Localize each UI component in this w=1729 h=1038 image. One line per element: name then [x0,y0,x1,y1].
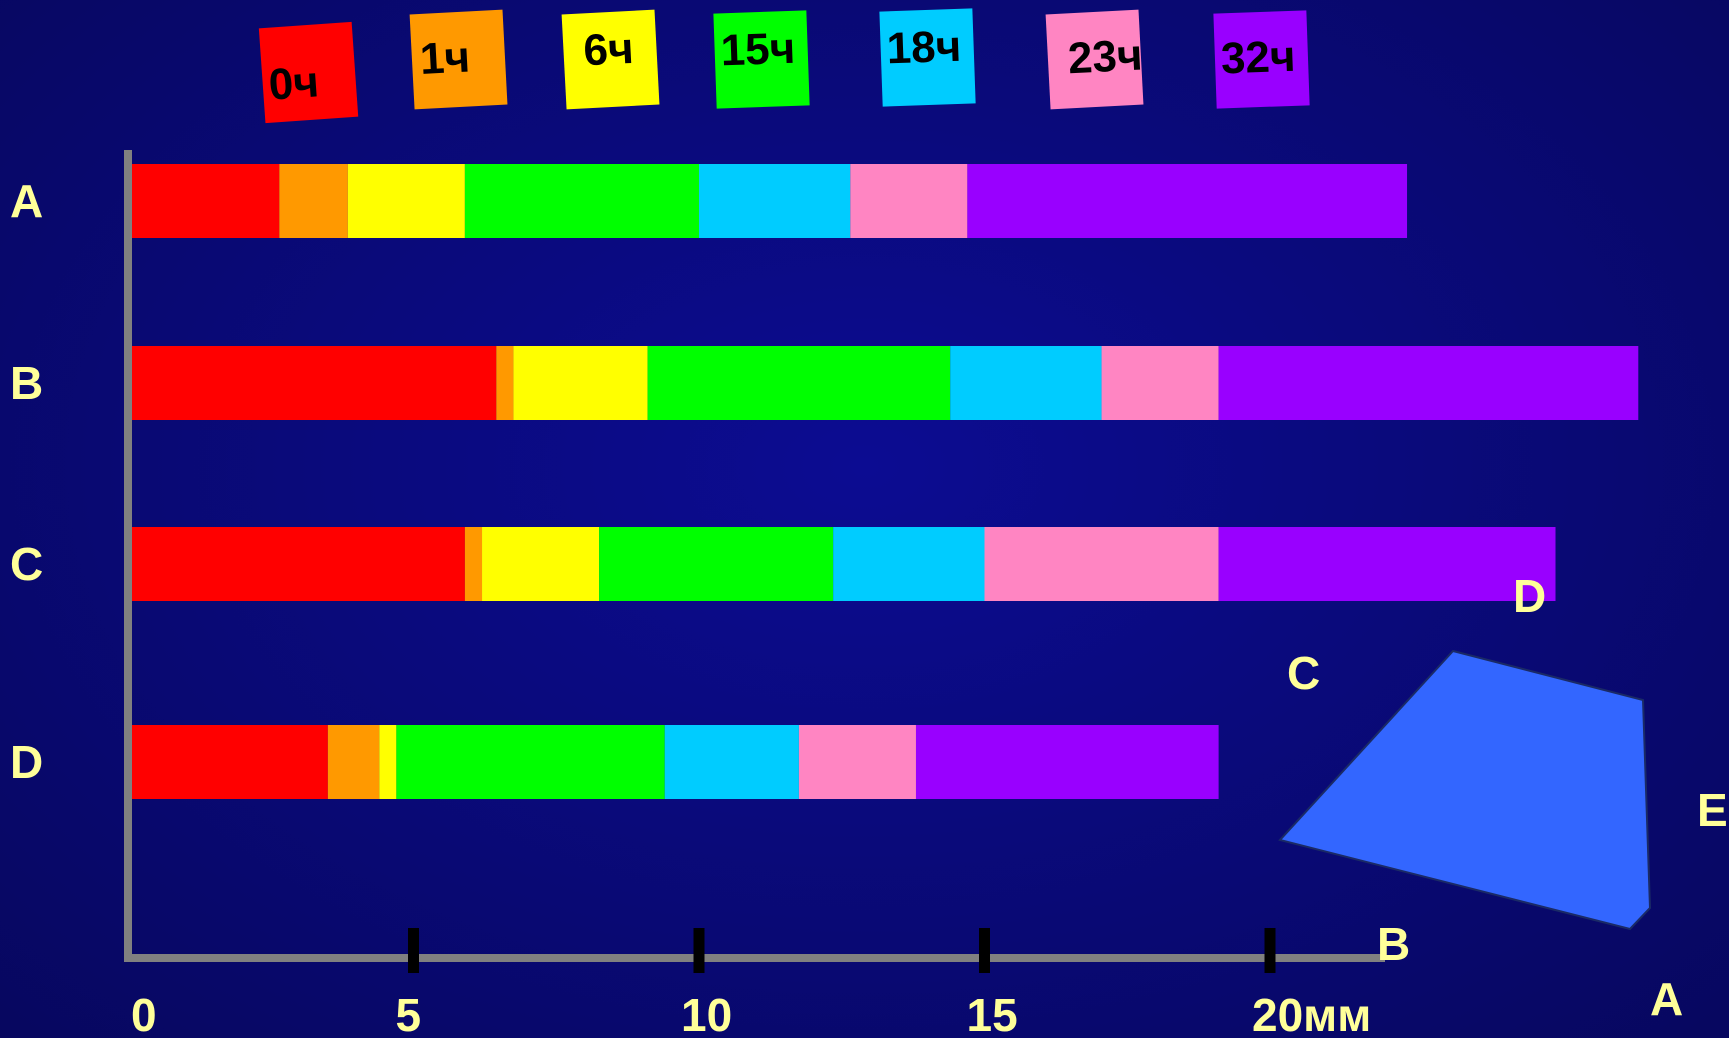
bar-segment-A-18ч [699,164,851,238]
x-tick-label: 15 [967,989,1018,1038]
row-label-D: D [10,736,43,788]
bar-segment-C-1ч [464,527,483,601]
bar-segment-B-32ч [1218,346,1639,420]
legend-item-2: 1ч [409,9,508,110]
inset-label-C: C [1287,647,1320,699]
bar-segment-C-32ч [1218,527,1556,601]
inset-shape: A B C D E [1278,570,1728,1025]
bar-segment-A-32ч [967,164,1408,238]
axes-group [124,150,1385,962]
row-label-B: B [10,357,43,409]
legend-swatch [713,10,810,109]
bar-segment-D-32ч [915,725,1219,799]
legend-swatch [879,8,976,107]
bars-group [128,164,1639,799]
bar-segment-B-23ч [1101,346,1219,420]
inset-polygon [1278,649,1652,931]
bar-segment-D-23ч [798,725,916,799]
legend-label: 1ч [419,32,472,84]
bar-segment-A-0ч [128,164,280,238]
legend-item-5: 18ч [879,8,976,107]
bar-segment-A-23ч [850,164,968,238]
legend: 0ч 1ч 6ч 15ч 18ч 23ч 32ч [258,8,1310,124]
bar-segment-D-15ч [396,725,665,799]
legend-swatch [561,9,660,110]
bar-segment-B-6ч [513,346,648,420]
x-tick-label: 5 [396,989,422,1038]
row-label-C: C [10,538,43,590]
x-tick-label: 10 [681,989,732,1038]
bar-segment-B-18ч [950,346,1102,420]
bar-segment-D-6ч [379,725,397,799]
bar-segment-C-0ч [128,527,465,601]
legend-swatch [258,21,359,124]
bar-segment-C-23ч [984,527,1219,601]
legend-item-7: 32ч [1213,10,1310,109]
bar-segment-B-1ч [496,346,514,420]
legend-item-3: 6ч [561,9,660,110]
legend-label: 0ч [267,57,320,109]
inset-label-A: A [1650,973,1683,1025]
legend-label: 32ч [1220,32,1296,84]
row-label-A: A [10,175,43,227]
bar-segment-D-0ч [128,725,328,799]
bar-segment-B-15ч [647,346,951,420]
x-tick-label: 20мм [1252,989,1371,1038]
legend-swatch [1213,10,1310,109]
bar-segment-C-15ч [599,527,834,601]
legend-label: 23ч [1067,30,1144,83]
row-labels-group: A B C D [10,175,43,788]
legend-item-6: 23ч [1045,9,1144,110]
bar-segment-D-1ч [327,725,380,799]
legend-item-1: 0ч [258,21,359,124]
legend-label: 15ч [720,24,796,76]
legend-swatch [409,9,508,110]
legend-swatch [1045,9,1144,110]
bar-segment-B-0ч [128,346,497,420]
legend-label: 18ч [886,22,962,74]
inset-label-E: E [1697,784,1728,836]
bar-segment-C-6ч [482,527,600,601]
legend-label: 6ч [582,24,635,76]
inset-label-D: D [1513,570,1546,622]
bar-segment-A-1ч [279,164,348,238]
inset-label-B: B [1377,918,1410,970]
bar-segment-C-18ч [833,527,985,601]
bar-segment-A-15ч [464,164,699,238]
x-tick-label: 0 [131,989,157,1038]
legend-item-4: 15ч [713,10,810,109]
ticks-group: 0 5 10 15 20мм [131,928,1371,1038]
bar-segment-D-18ч [664,725,799,799]
bar-segment-A-6ч [347,164,465,238]
